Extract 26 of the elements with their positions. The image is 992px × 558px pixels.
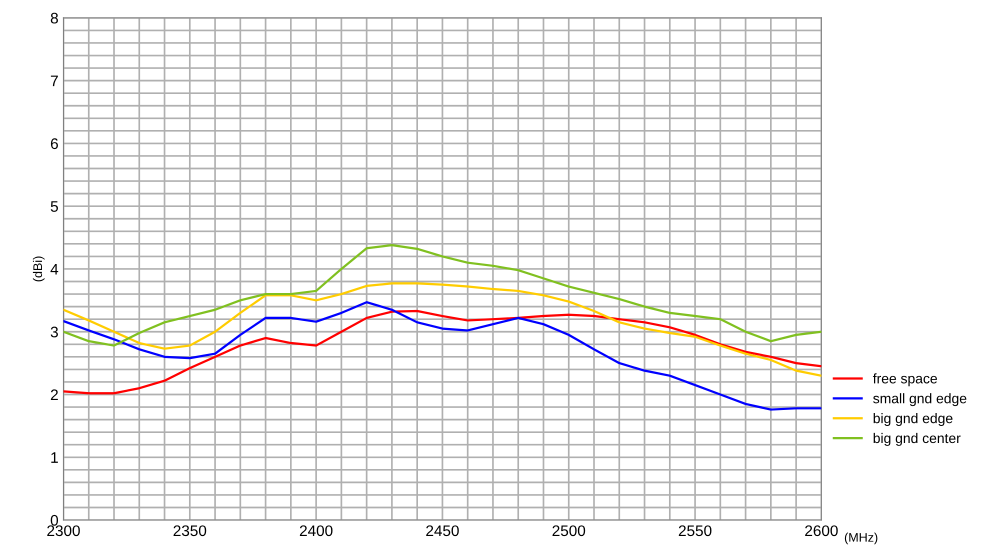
x-tick-label: 2500 bbox=[552, 525, 586, 536]
x-tick-label: 2400 bbox=[300, 525, 333, 536]
x-tick-label: 2600 bbox=[805, 525, 838, 536]
y-tick-label: 0 bbox=[50, 514, 58, 526]
line-series bbox=[63, 282, 822, 377]
y-tick-label: 1 bbox=[51, 452, 58, 463]
y-tick-label: 2 bbox=[50, 389, 58, 400]
x-tick-label: 2450 bbox=[426, 525, 459, 536]
y-tick-label: 7 bbox=[50, 76, 58, 86]
y-axis-title: (dBi) bbox=[32, 256, 45, 282]
legend-label: big gnd center bbox=[874, 432, 961, 446]
x-axis-title: (MHz) bbox=[844, 532, 878, 544]
y-tick-label: 3 bbox=[50, 326, 58, 338]
line-series bbox=[63, 244, 822, 347]
y-tick-label: 6 bbox=[50, 138, 58, 150]
x-tick-label: 2550 bbox=[678, 525, 712, 536]
legend-label: small gnd edge bbox=[873, 393, 966, 406]
legend-label: big gnd edge bbox=[874, 413, 952, 426]
y-tick-label: 4 bbox=[50, 264, 58, 274]
line-series bbox=[63, 310, 822, 394]
y-tick-label: 5 bbox=[50, 201, 58, 212]
line-series bbox=[63, 301, 822, 411]
y-tick-label: 8 bbox=[50, 12, 58, 24]
x-tick-label: 2350 bbox=[174, 525, 206, 536]
x-tick-label: 2300 bbox=[47, 525, 80, 536]
legend-label: free space bbox=[872, 373, 937, 386]
